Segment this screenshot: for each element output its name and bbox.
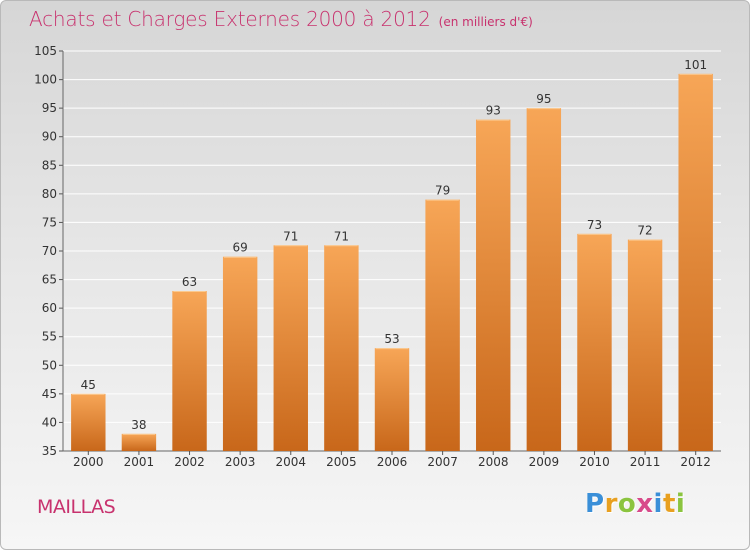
y-tick-label: 85 [42, 158, 57, 172]
x-tick-label: 2004 [275, 455, 306, 469]
bar-value-label: 79 [435, 184, 450, 198]
labels: 35 40 45 50 55 60 65 70 75 80 85 90 95 100 105 45 2000 38… [34, 44, 711, 469]
x-tick-label: 2003 [225, 455, 256, 469]
bar-value-label: 93 [486, 104, 501, 118]
bar [476, 119, 511, 452]
y-tick-label: 90 [42, 130, 57, 144]
x-tick-label: 2002 [174, 455, 205, 469]
x-tick-label: 2007 [427, 455, 458, 469]
y-tick-label: 60 [42, 301, 57, 315]
bar-value-label: 71 [334, 229, 349, 243]
y-tick-label: 70 [42, 244, 57, 258]
x-tick-label: 2012 [680, 455, 711, 469]
y-tick-label: 95 [42, 101, 57, 115]
bar-value-label: 73 [587, 218, 602, 232]
x-tick-label: 2008 [478, 455, 509, 469]
bar-value-label: 53 [384, 332, 399, 346]
bar-value-label: 63 [182, 275, 197, 289]
x-tick-label: 2006 [377, 455, 408, 469]
y-tick-label: 65 [42, 273, 57, 287]
logo-letter: x [636, 489, 654, 519]
logo-letter: P [585, 489, 605, 519]
logo-letter: t [662, 489, 676, 519]
logo-letter: r [604, 489, 618, 519]
y-tick-label: 55 [42, 330, 57, 344]
bar [71, 393, 106, 451]
x-tick-label: 2009 [529, 455, 560, 469]
bar [324, 245, 359, 451]
y-tick-label: 50 [42, 358, 57, 372]
x-tick-label: 2005 [326, 455, 357, 469]
bar-value-label: 101 [684, 58, 707, 72]
logo-letter: i [653, 489, 663, 519]
y-tick-label: 105 [34, 44, 57, 58]
bar [374, 348, 410, 451]
bar-value-label: 45 [81, 378, 96, 392]
bar-value-label: 72 [637, 224, 652, 238]
chart-unit-note: (en milliers d'€) [438, 15, 533, 29]
bar-value-label: 95 [536, 92, 551, 106]
bar [678, 73, 713, 451]
y-tick-label: 75 [42, 215, 57, 229]
bar [121, 433, 157, 451]
y-tick-label: 100 [34, 73, 57, 87]
bar-value-label: 38 [131, 418, 146, 432]
logo-letter: i [675, 489, 686, 519]
x-tick-label: 2011 [630, 455, 661, 469]
bar [526, 108, 562, 452]
bar [273, 245, 308, 451]
x-tick-label: 2010 [579, 455, 610, 469]
bar [172, 291, 207, 451]
chart-title-text: Achats et Charges Externes 2000 à 2012 [29, 7, 431, 31]
bar [222, 256, 258, 451]
bar [425, 199, 460, 451]
y-tick-label: 80 [42, 187, 57, 201]
y-tick-label: 40 [42, 415, 57, 429]
bar [627, 239, 663, 451]
x-tick-label: 2000 [73, 455, 104, 469]
bar-value-label: 71 [283, 229, 298, 243]
y-tick-label: 45 [42, 387, 57, 401]
bar-value-label: 69 [233, 241, 248, 255]
bar [577, 233, 612, 451]
y-tick-label: 35 [42, 444, 57, 458]
x-tick-label: 2001 [124, 455, 155, 469]
commune-name: MAILLAS [37, 496, 116, 518]
chart-title: Achats et Charges Externes 2000 à 2012 (e… [29, 7, 533, 31]
bars [71, 73, 713, 452]
proxiti-logo[interactable]: Proxiti [585, 489, 685, 519]
logo-letter: o [617, 489, 637, 519]
